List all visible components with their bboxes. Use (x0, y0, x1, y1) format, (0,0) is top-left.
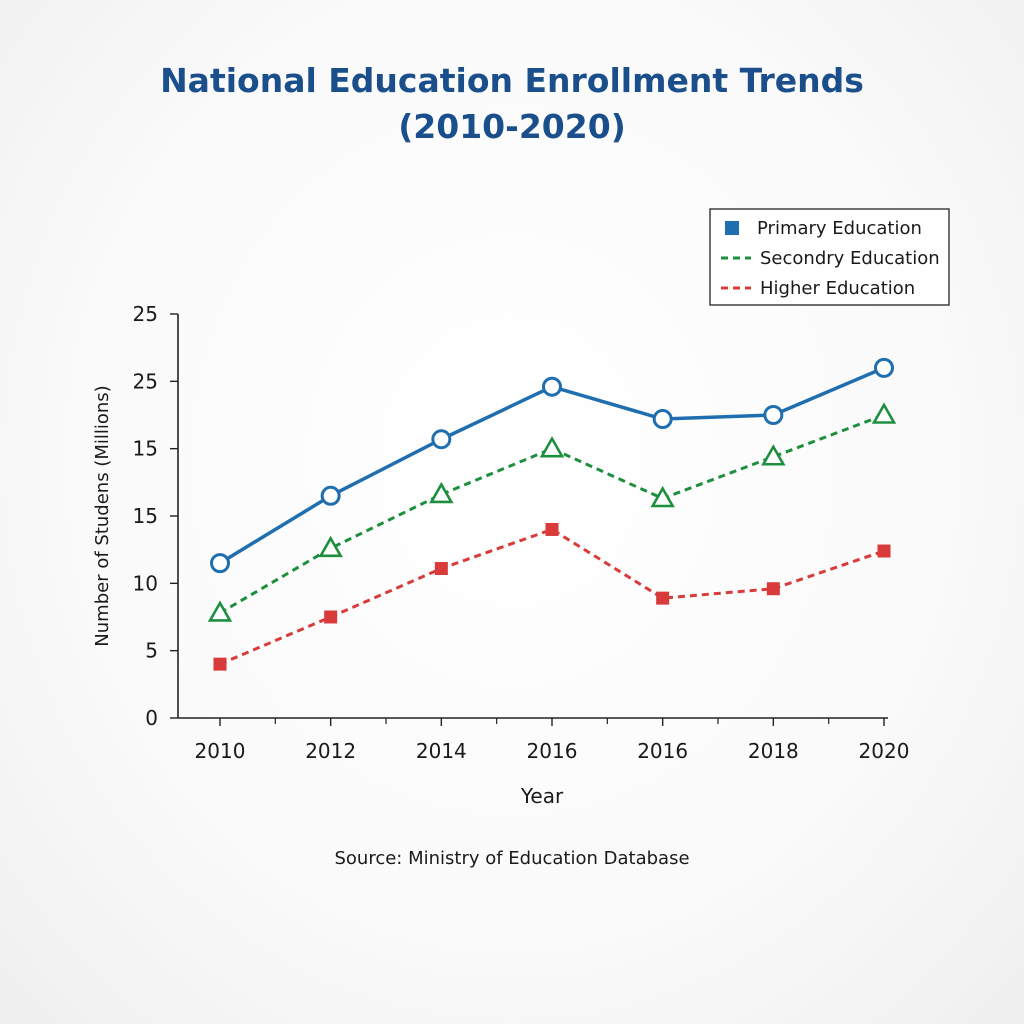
x-tick-label: 2016 (637, 739, 688, 763)
y-tick-label: 15 (133, 437, 158, 461)
data-point (761, 444, 786, 466)
x-tick-label: 2014 (416, 739, 467, 763)
data-point (545, 522, 559, 536)
series-primary-education (210, 357, 894, 574)
data-point (871, 402, 897, 424)
data-point (318, 535, 343, 558)
data-point (213, 657, 227, 671)
data-point (877, 544, 891, 558)
data-point (431, 429, 452, 450)
chart-title-line1: National Education Enrollment Trends (160, 61, 864, 100)
data-point (324, 610, 338, 624)
y-tick-label: 25 (133, 369, 158, 393)
x-tick-label: 2010 (195, 739, 246, 763)
data-point (766, 582, 780, 596)
chart-title: National Education Enrollment Trends (20… (0, 58, 1024, 150)
data-point (763, 405, 784, 425)
legend-swatch (725, 221, 739, 235)
axes: 0 5 10 15 15 25 25 2010 2012 2014 2016 2016 2018 2020… (92, 302, 909, 808)
y-axis-label: Number of Studens (Millions) (92, 385, 113, 646)
y-tick-label: 25 (133, 302, 158, 326)
x-tick-label: 2020 (859, 739, 910, 763)
legend-label: Primary Education (757, 218, 922, 239)
series-higher-education (213, 522, 891, 671)
legend-label: Higher Education (760, 278, 915, 299)
data-point (656, 591, 670, 605)
y-tick-label: 15 (133, 504, 158, 528)
y-tick-label: 10 (133, 571, 158, 595)
legend: Primary Education Secondry Education Highe… (709, 208, 950, 306)
x-axis-label: Year (520, 784, 564, 808)
series-layer (207, 357, 897, 671)
x-tick-label: 2016 (527, 739, 578, 763)
chart-title-line2: (2010-2020) (398, 107, 626, 146)
y-tick-label: 5 (145, 639, 158, 663)
data-point (652, 409, 673, 430)
source-note: Source: Ministry of Education Database (334, 848, 690, 869)
x-tick-label: 2012 (305, 739, 356, 763)
data-point (207, 600, 233, 622)
data-point (434, 562, 448, 576)
data-point (320, 485, 341, 506)
data-point (650, 485, 675, 508)
series-secondry-education (207, 402, 897, 622)
y-tick-label: 0 (145, 706, 158, 730)
data-point (874, 357, 894, 378)
data-point (429, 481, 454, 504)
series-line (219, 527, 885, 666)
data-point (539, 436, 565, 458)
data-point (210, 553, 230, 574)
legend-label: Secondry Education (760, 248, 940, 269)
data-point (542, 376, 562, 397)
x-tick-label: 2018 (748, 739, 799, 763)
